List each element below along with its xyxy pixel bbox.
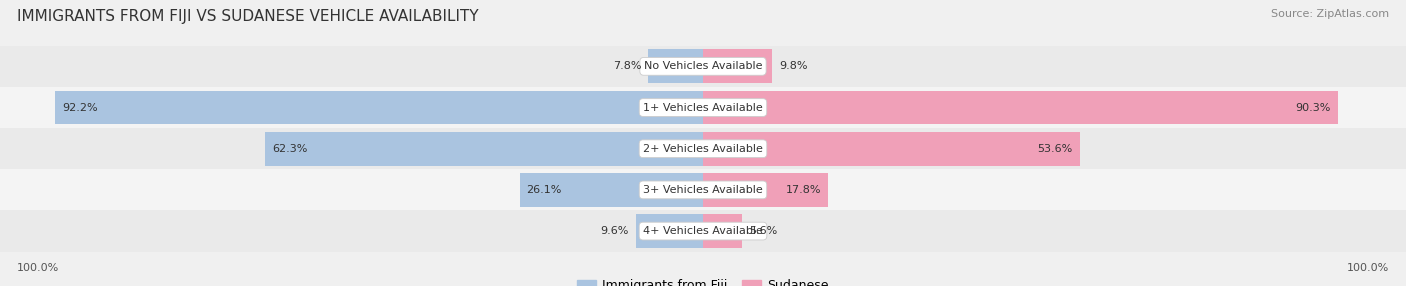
Text: 1+ Vehicles Available: 1+ Vehicles Available [643,103,763,112]
Bar [703,132,1080,166]
Legend: Immigrants from Fiji, Sudanese: Immigrants from Fiji, Sudanese [572,274,834,286]
Bar [264,132,703,166]
Text: 62.3%: 62.3% [273,144,308,154]
Text: 9.6%: 9.6% [600,226,628,236]
Text: 7.8%: 7.8% [613,61,641,71]
Bar [55,91,703,124]
Bar [520,173,703,207]
Bar [703,214,742,248]
Bar [0,46,1406,87]
Text: IMMIGRANTS FROM FIJI VS SUDANESE VEHICLE AVAILABILITY: IMMIGRANTS FROM FIJI VS SUDANESE VEHICLE… [17,9,478,23]
Bar [703,91,1339,124]
Text: 26.1%: 26.1% [527,185,562,195]
Bar [0,169,1406,210]
Bar [0,128,1406,169]
Bar [0,87,1406,128]
Text: 2+ Vehicles Available: 2+ Vehicles Available [643,144,763,154]
Bar [0,210,1406,252]
Bar [636,214,703,248]
Text: 17.8%: 17.8% [786,185,821,195]
Text: 9.8%: 9.8% [779,61,807,71]
Text: No Vehicles Available: No Vehicles Available [644,61,762,71]
Text: 5.6%: 5.6% [749,226,778,236]
Bar [703,173,828,207]
Text: 92.2%: 92.2% [62,103,97,112]
Bar [648,49,703,83]
Bar [703,49,772,83]
Text: 100.0%: 100.0% [1347,263,1389,273]
Text: 3+ Vehicles Available: 3+ Vehicles Available [643,185,763,195]
Text: 90.3%: 90.3% [1295,103,1330,112]
Text: Source: ZipAtlas.com: Source: ZipAtlas.com [1271,9,1389,19]
Text: 100.0%: 100.0% [17,263,59,273]
Text: 4+ Vehicles Available: 4+ Vehicles Available [643,226,763,236]
Text: 53.6%: 53.6% [1038,144,1073,154]
